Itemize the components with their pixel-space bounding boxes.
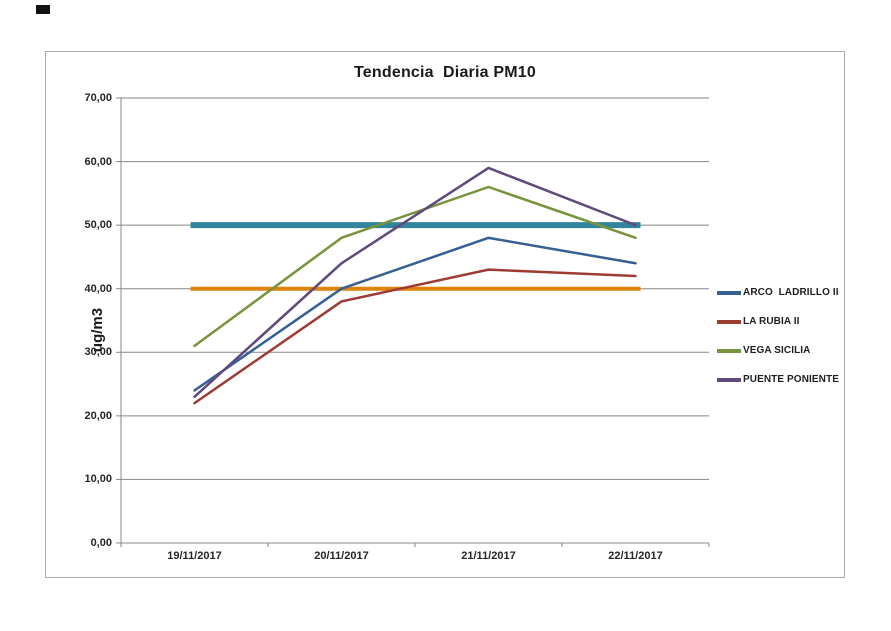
legend-item-puente-poniente: PUENTE PONIENTE — [717, 365, 845, 394]
series-line-puente-poniente — [193, 166, 637, 399]
legend-marker-la-rubia-ii — [717, 319, 741, 324]
legend-marker-arco-ladrillo-ii — [717, 290, 741, 295]
series-line-la-rubia-ii — [193, 268, 637, 405]
legend-marker-puente-poniente — [717, 377, 741, 382]
x-tick-label-20-11-2017: 20/11/2017 — [314, 550, 369, 562]
legend-label-la-rubia-ii: LA RUBIA II — [743, 316, 800, 327]
legend-label-puente-poniente: PUENTE PONIENTE — [743, 374, 839, 385]
chart-title: Tendencia Diaria PM10 — [354, 64, 536, 81]
y-tick-label-60: 60,00 — [84, 155, 112, 168]
y-tick-label-70: 70,00 — [84, 92, 112, 104]
y-tick-label-30: 30,00 — [84, 346, 112, 359]
legend-label-arco-ladrillo-ii: ARCO LADRILLO II — [743, 287, 839, 298]
legend-marker-vega-sicilia — [717, 348, 741, 353]
y-tick-label-20: 20,00 — [84, 409, 112, 422]
x-tick-label-19-11-2017: 19/11/2017 — [167, 550, 222, 562]
chart-plot — [116, 97, 710, 547]
y-tick-label-10: 10,00 — [84, 473, 112, 486]
legend-item-vega-sicilia: VEGA SICILIA — [717, 336, 845, 365]
legend-label-vega-sicilia: VEGA SICILIA — [743, 345, 811, 356]
y-tick-label-0: 0,00 — [90, 537, 112, 549]
chart-figure: Tendencia Diaria PM10 ug/m3 0,00 10,00 20,… — [45, 51, 845, 578]
x-tick-label-22-11-2017: 22/11/2017 — [608, 550, 663, 562]
screen-artifact — [36, 5, 50, 14]
x-tick-label-21-11-2017: 21/11/2017 — [461, 550, 516, 562]
series-line-vega-sicilia — [193, 185, 637, 348]
legend-item-la-rubia-ii: LA RUBIA II — [717, 307, 845, 336]
series-line-arco-ladrillo-ii — [193, 236, 637, 392]
y-tick-label-50: 50,00 — [84, 219, 112, 232]
legend-item-arco-ladrillo-ii: ARCO LADRILLO II — [717, 278, 845, 307]
y-tick-label-40: 40,00 — [84, 282, 112, 295]
chart-legend: ARCO LADRILLO II LA RUBIA II VEGA SICILIA P… — [717, 278, 845, 394]
